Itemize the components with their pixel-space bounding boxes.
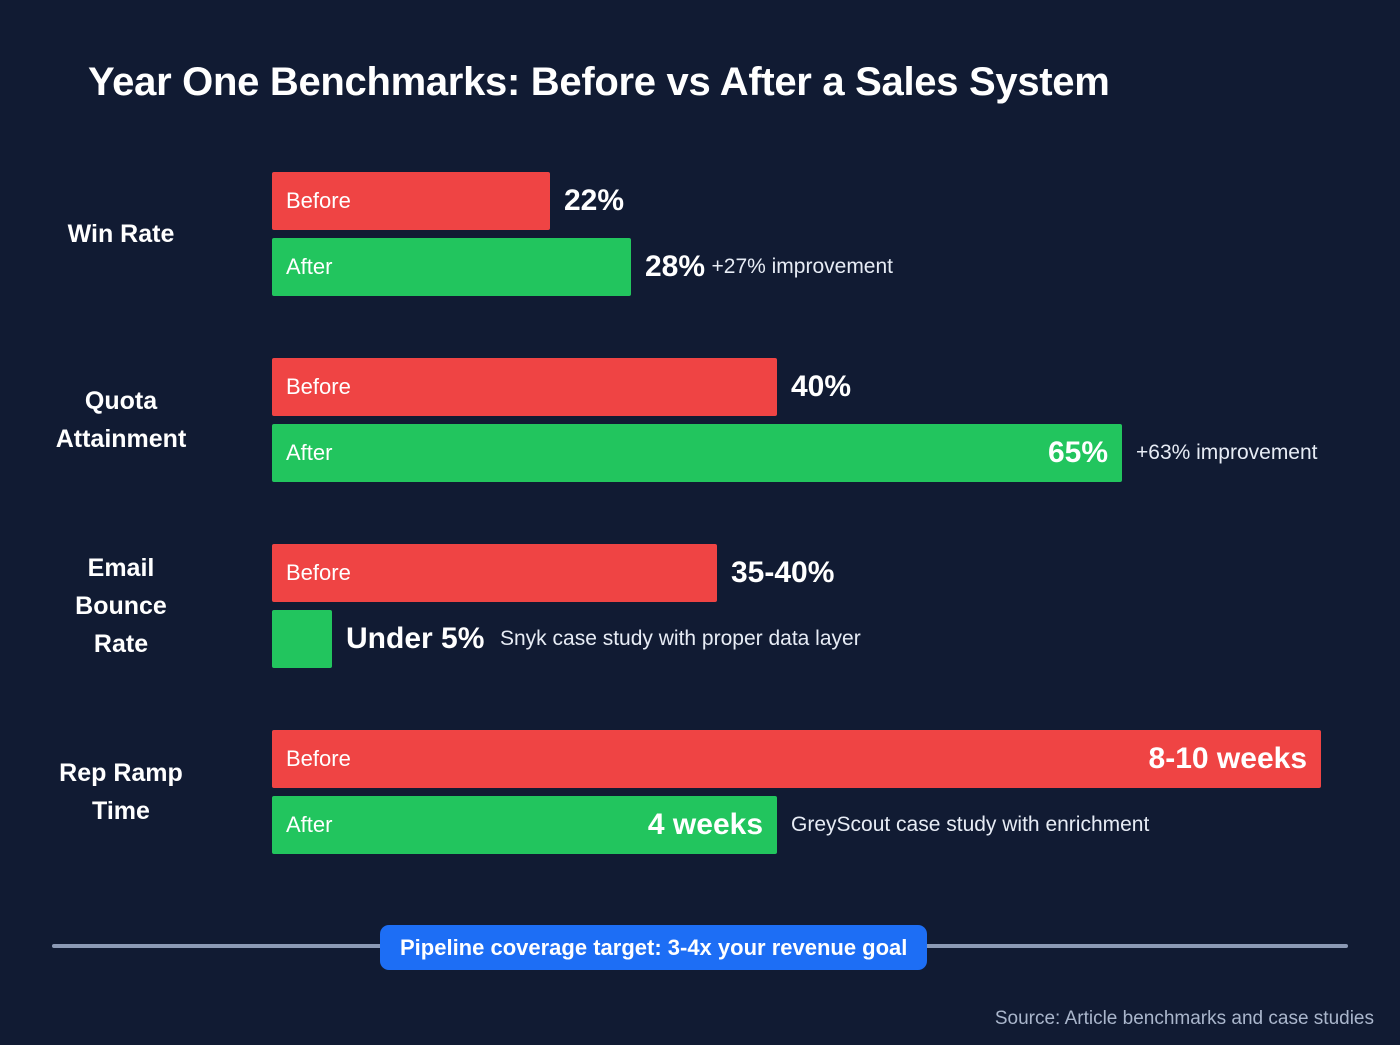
bar-row: After 4 weeks <box>272 796 777 854</box>
bar-before[interactable]: Before 8-10 weeks <box>272 730 1321 788</box>
bar-after[interactable]: After <box>272 238 631 296</box>
bar-row: Before 8-10 weeks <box>272 730 1321 788</box>
bar-group: Email Bounce Rate Before <box>0 544 1400 668</box>
category-label-line: Bounce <box>75 592 167 620</box>
bar-row: Before <box>272 358 777 416</box>
bar-value-label: 35-40% <box>731 556 835 589</box>
category-label: Rep Ramp Time <box>0 754 242 830</box>
category-label: Quota Attainment <box>0 382 242 458</box>
bar-group: Win Rate Before After <box>0 172 1400 296</box>
bar-series-label: Before <box>286 188 351 213</box>
bar-row: Before <box>272 172 550 230</box>
category-label-line: Email <box>87 554 155 582</box>
bar-series-label: After <box>286 254 333 279</box>
bar-annotation: +27% improvement <box>711 255 894 278</box>
bar-before[interactable]: Before <box>272 358 777 416</box>
bar-value-label: 22% <box>564 184 625 217</box>
source-note: Source: Article benchmarks and case stud… <box>994 1008 1374 1029</box>
bar-series-label: After <box>286 440 333 465</box>
bar-series-label: After <box>286 812 333 837</box>
bar-after[interactable]: After 65% <box>272 424 1122 482</box>
bar-row: After 65% <box>272 424 1122 482</box>
bar-after[interactable] <box>272 610 332 668</box>
category-label: Email Bounce Rate <box>0 549 242 663</box>
bar-annotation: +63% improvement <box>1136 441 1318 464</box>
bar-value-label: Under 5% <box>346 622 485 655</box>
category-label-line: Rep Ramp <box>59 759 183 787</box>
category-label-line: Win Rate <box>67 220 175 248</box>
bar-row <box>272 610 332 668</box>
bar-annotation: Snyk case study with proper data layer <box>500 627 861 650</box>
bar-value-label: 28% <box>645 250 706 283</box>
bar-annotation: GreyScout case study with enrichment <box>791 813 1150 836</box>
bar-row: Before <box>272 544 717 602</box>
page-title: Year One Benchmarks: Before vs After a S… <box>88 60 1110 104</box>
pipeline-coverage-badge: Pipeline coverage target: 3-4x your reve… <box>380 925 928 970</box>
bar-value-label: 8-10 weeks <box>1148 742 1307 775</box>
bar-row: After <box>272 238 631 296</box>
category-label-line: Rate <box>93 630 149 658</box>
bar-after[interactable]: After 4 weeks <box>272 796 777 854</box>
category-label-line: Quota <box>84 387 158 415</box>
bar-before[interactable]: Before <box>272 172 550 230</box>
bar-series-label: Before <box>286 560 351 585</box>
category-label-line: Time <box>92 797 150 825</box>
bar-group: Rep Ramp Time Before 8-10 weeks After 4 weeks <box>0 730 1400 854</box>
bar-group: Quota Attainment Before After 65% <box>0 358 1400 482</box>
bar-value-label: 4 weeks <box>647 808 763 841</box>
bar-before[interactable]: Before <box>272 544 717 602</box>
category-label: Win Rate <box>0 215 242 253</box>
bar-value-label: 40% <box>791 370 852 403</box>
bar-value-label: 65% <box>1047 436 1108 469</box>
bar-series-label: Before <box>286 374 351 399</box>
bar-series-label: Before <box>286 746 351 771</box>
category-label-line: Attainment <box>55 425 187 453</box>
